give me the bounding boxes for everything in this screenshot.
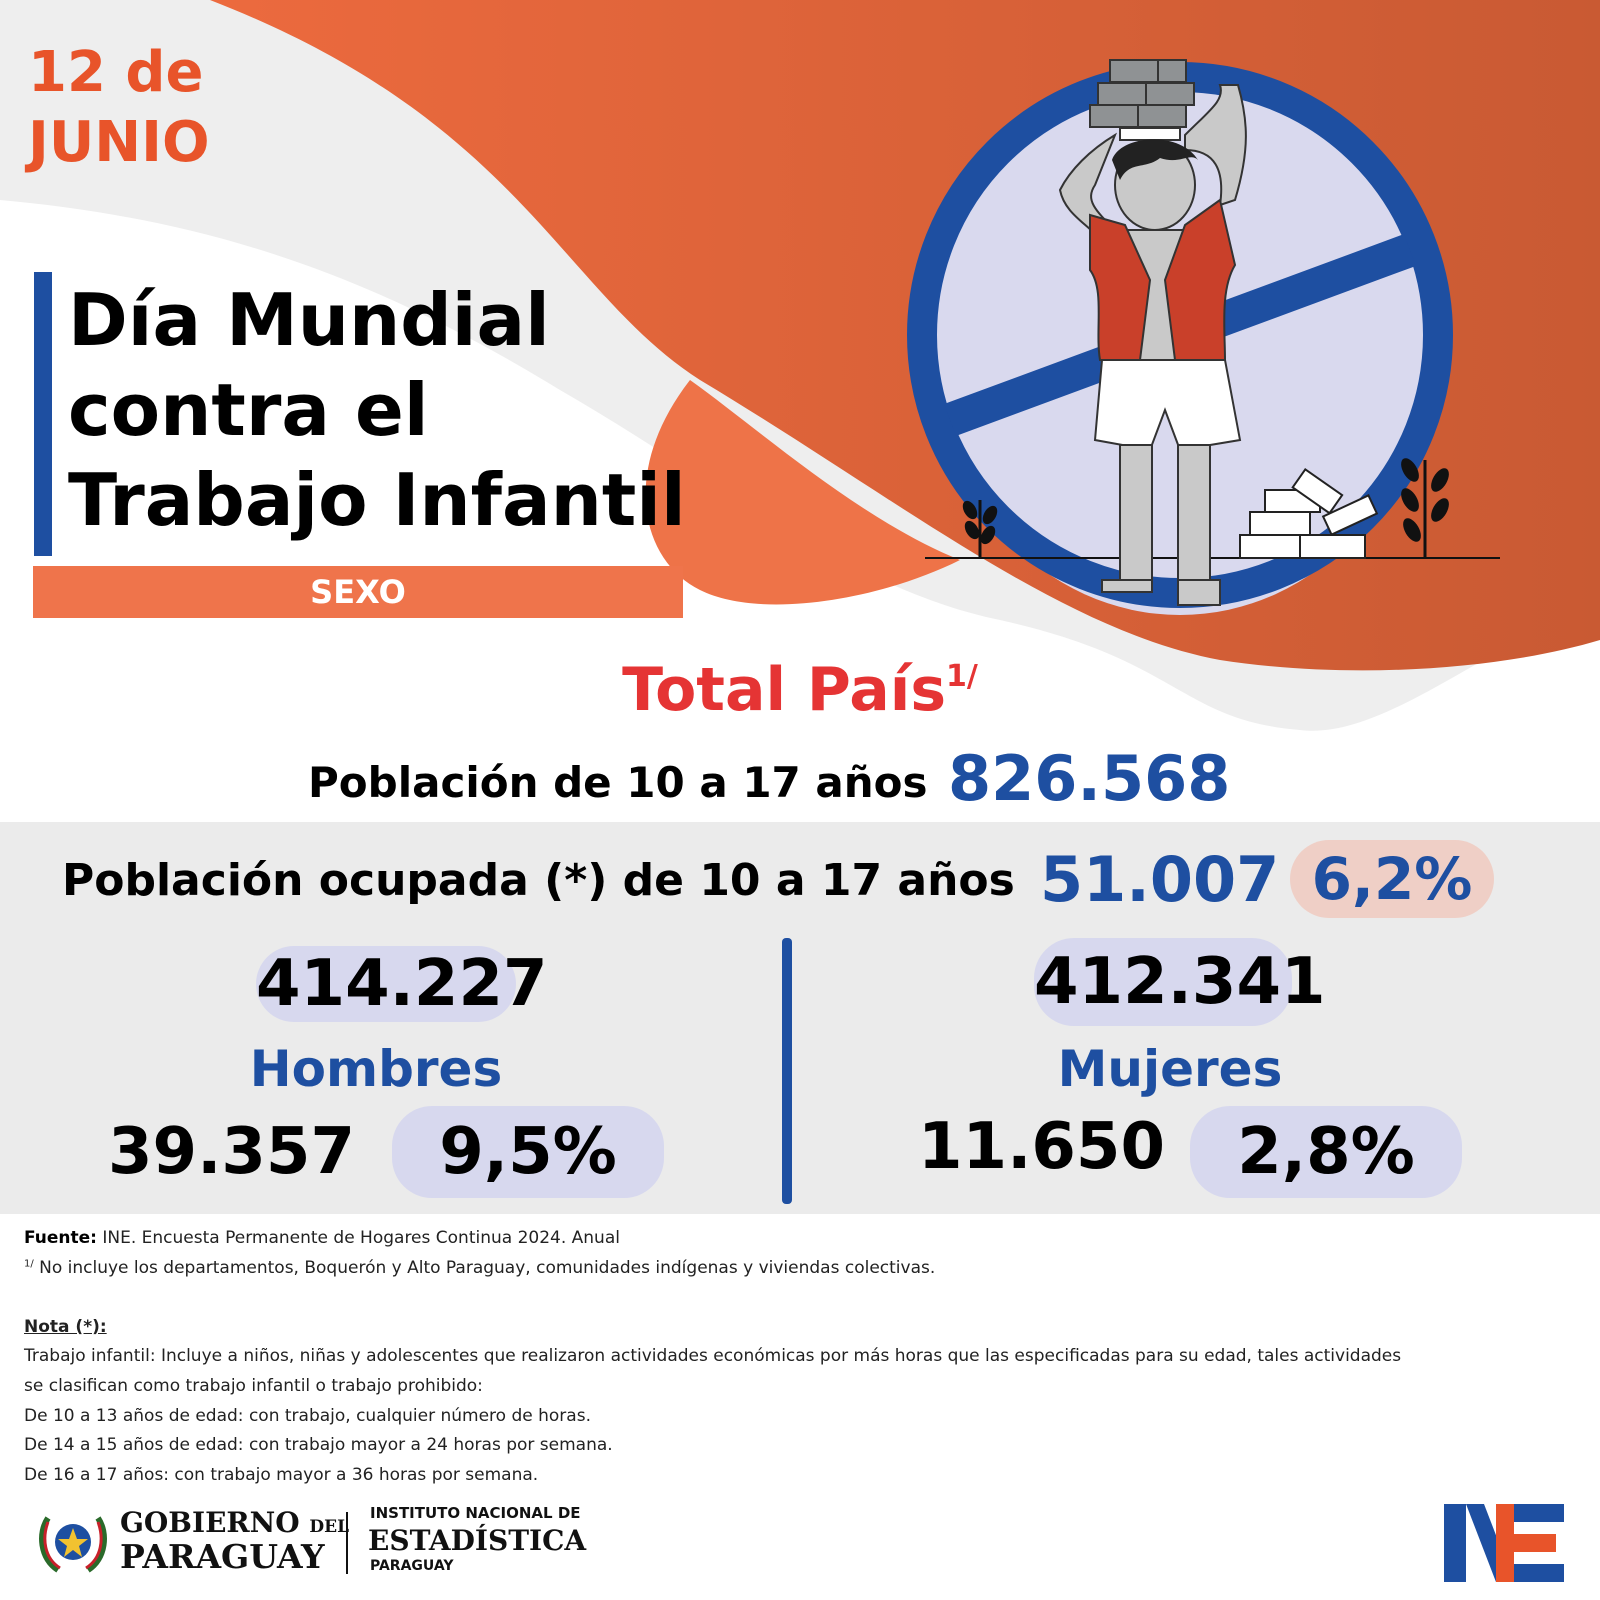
poblacion-value: 826.568 (948, 742, 1231, 815)
note1-line: 1/ No incluye los departamentos, Boqueró… (24, 1258, 935, 1278)
fuente-line: Fuente: INE. Encuesta Permanente de Hoga… (24, 1228, 620, 1248)
ine-logo-icon (1444, 1504, 1564, 1582)
plant-icon (962, 458, 1449, 558)
ine-line-3: PARAGUAY (370, 1558, 454, 1574)
ine-line-2: ESTADÍSTICA (368, 1524, 587, 1557)
nota-line-3: De 10 a 13 años de edad: con trabajo, cu… (24, 1406, 591, 1426)
mujeres-occupied-value: 11.650 (918, 1110, 1165, 1184)
ocupada-value: 51.007 (1040, 843, 1280, 916)
total-heading-text: Total País (622, 655, 947, 725)
mujeres-population-badge: 412.341 (1034, 938, 1326, 1026)
category-band: SEXO (33, 566, 683, 618)
title-line-2: contra el (68, 368, 429, 452)
no-child-labor-sign-icon (907, 59, 1500, 615)
total-footnote-mark: 1/ (946, 659, 978, 694)
total-heading: Total País1/ (0, 655, 1600, 725)
hombres-population-badge: 414.227 (256, 946, 548, 1022)
title-line-3: Trabajo Infantil (68, 458, 686, 542)
ocupada-percent-badge: 6,2% (1290, 840, 1494, 918)
note1-mark: 1/ (24, 1258, 34, 1270)
date-day: 12 de (28, 40, 204, 105)
sex-divider (782, 938, 792, 1204)
ocupada-label: Población ocupada (*) de 10 a 17 años (62, 855, 1015, 906)
poblacion-label: Población de 10 a 17 años (308, 758, 928, 807)
gobierno-line-1: GOBIERNO DEL (120, 1508, 349, 1542)
mujeres-percent-badge: 2,8% (1190, 1106, 1462, 1198)
fuente-text: INE. Encuesta Permanente de Hogares Cont… (96, 1228, 620, 1248)
gobierno-del: DEL (309, 1517, 350, 1537)
date-month: JUNIO (28, 110, 210, 175)
nota-line-2: se clasifican como trabajo infantil o tr… (24, 1376, 483, 1396)
bricks-icon (1239, 467, 1379, 559)
government-seal-icon (39, 1516, 107, 1573)
ine-line-1: INSTITUTO NACIONAL DE (370, 1504, 581, 1522)
nota-heading: Nota (*): (24, 1317, 107, 1337)
title-accent-bar (34, 272, 52, 556)
hombres-occupied-value: 39.357 (108, 1115, 355, 1189)
fuente-label: Fuente: (24, 1228, 97, 1248)
gobierno-word: GOBIERNO (120, 1506, 300, 1539)
hombres-label: Hombres (249, 1040, 503, 1098)
nota-line-4: De 14 a 15 años de edad: con trabajo may… (24, 1435, 613, 1455)
nota-line-1: Trabajo infantil: Incluye a niños, niñas… (24, 1346, 1402, 1366)
logo-divider (346, 1512, 348, 1574)
child-worker-illustration-icon (1058, 59, 1247, 606)
note1-text: No incluye los departamentos, Boquerón y… (33, 1258, 936, 1278)
nota-line-5: De 16 a 17 años: con trabajo mayor a 36 … (24, 1465, 539, 1485)
hombres-percent-badge: 9,5% (392, 1106, 664, 1198)
mujeres-label: Mujeres (1057, 1040, 1283, 1098)
gobierno-line-2: PARAGUAY (120, 1537, 325, 1576)
title-line-1: Día Mundial (68, 278, 550, 362)
